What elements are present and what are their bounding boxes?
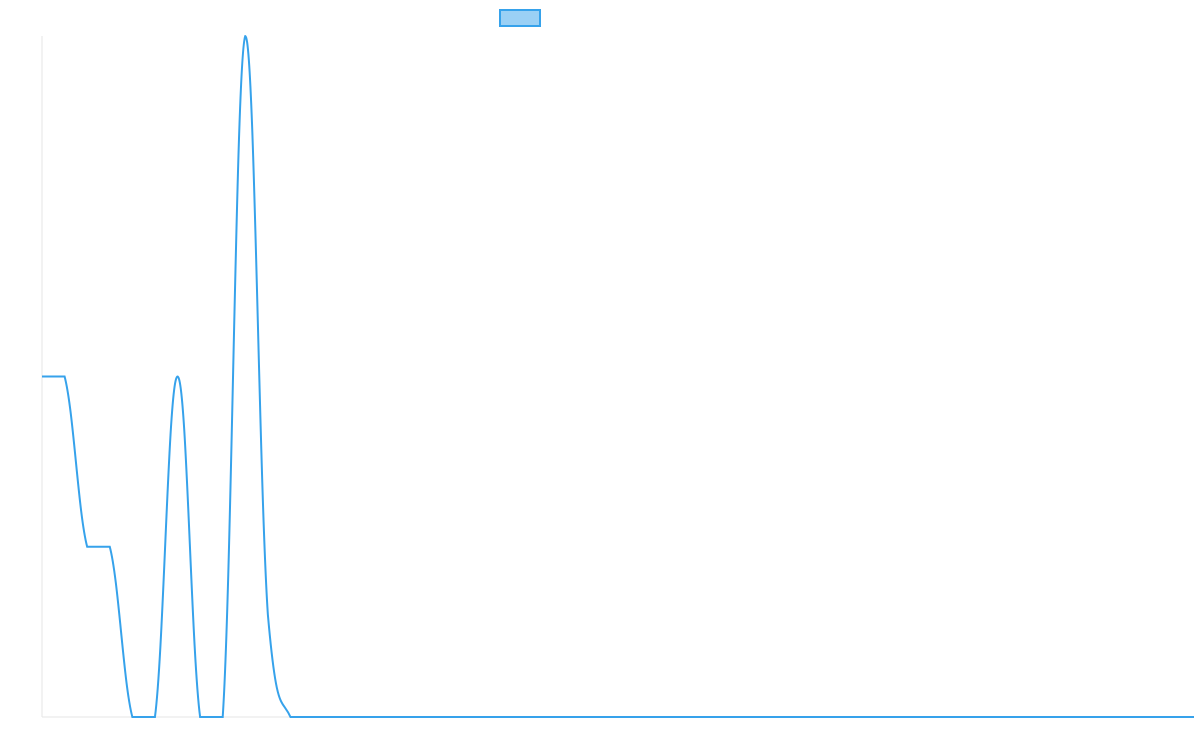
- data-point[interactable]: [739, 714, 745, 720]
- data-point[interactable]: [175, 374, 181, 380]
- data-point[interactable]: [310, 714, 316, 720]
- data-point[interactable]: [242, 33, 248, 39]
- data-point[interactable]: [1055, 714, 1061, 720]
- data-point[interactable]: [1123, 714, 1129, 720]
- data-point[interactable]: [378, 714, 384, 720]
- data-point[interactable]: [84, 544, 90, 550]
- data-point[interactable]: [107, 544, 113, 550]
- data-point[interactable]: [965, 714, 971, 720]
- data-point[interactable]: [717, 714, 723, 720]
- data-point[interactable]: [988, 714, 994, 720]
- data-point[interactable]: [129, 714, 135, 720]
- data-point[interactable]: [62, 374, 68, 380]
- data-point[interactable]: [491, 714, 497, 720]
- data-point[interactable]: [220, 714, 226, 720]
- data-point[interactable]: [39, 374, 45, 380]
- data-point[interactable]: [920, 714, 926, 720]
- data-point[interactable]: [197, 714, 203, 720]
- series-line: [42, 34, 1194, 719]
- data-point[interactable]: [400, 714, 406, 720]
- data-point[interactable]: [1101, 714, 1107, 720]
- data-point[interactable]: [694, 714, 700, 720]
- data-point[interactable]: [559, 714, 565, 720]
- data-point[interactable]: [536, 714, 542, 720]
- data-point[interactable]: [513, 714, 519, 720]
- data-point[interactable]: [1010, 714, 1016, 720]
- data-point[interactable]: [446, 714, 452, 720]
- data-point[interactable]: [875, 714, 881, 720]
- data-point[interactable]: [604, 714, 610, 720]
- data-point[interactable]: [1146, 714, 1152, 720]
- data-point[interactable]: [762, 714, 768, 720]
- data-point[interactable]: [355, 714, 361, 720]
- legend-swatch[interactable]: [499, 9, 541, 27]
- data-point[interactable]: [468, 714, 474, 720]
- data-point[interactable]: [333, 714, 339, 720]
- data-point[interactable]: [943, 714, 949, 720]
- data-point[interactable]: [807, 714, 813, 720]
- data-point[interactable]: [581, 714, 587, 720]
- data-point[interactable]: [1168, 714, 1174, 720]
- legend[interactable]: [499, 9, 547, 27]
- data-point[interactable]: [1033, 714, 1039, 720]
- data-point[interactable]: [852, 714, 858, 720]
- data-point[interactable]: [671, 714, 677, 720]
- data-point[interactable]: [897, 714, 903, 720]
- data-point[interactable]: [626, 714, 632, 720]
- data-point[interactable]: [649, 714, 655, 720]
- data-point[interactable]: [830, 714, 836, 720]
- data-point[interactable]: [152, 714, 158, 720]
- data-point[interactable]: [287, 714, 293, 720]
- data-point[interactable]: [784, 714, 790, 720]
- data-point[interactable]: [423, 714, 429, 720]
- data-point[interactable]: [1191, 714, 1197, 720]
- data-point[interactable]: [1078, 714, 1084, 720]
- data-point[interactable]: [265, 612, 271, 618]
